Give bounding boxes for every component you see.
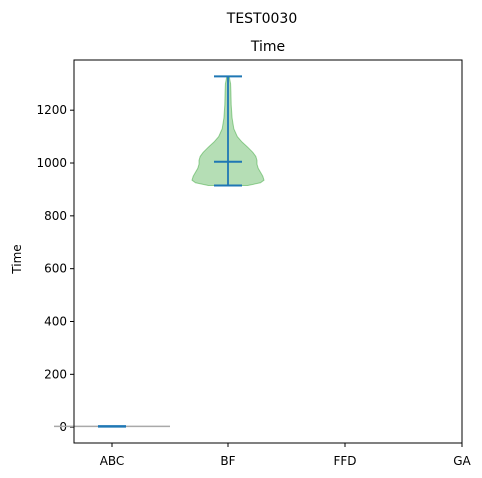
y-tick-label: 600: [44, 262, 67, 276]
chart-title: Time: [250, 39, 285, 55]
plot-frame: [73, 59, 463, 444]
x-tick-label: GA: [453, 454, 471, 468]
x-tick-label: ABC: [100, 454, 125, 468]
plot-area: 0 200 400 600 800 1000 1200 ABC BF FFD GA: [36, 75, 472, 468]
figure-suptitle: TEST0030: [226, 11, 297, 27]
y-tick-label: 400: [44, 314, 67, 328]
y-tick-label: 0: [59, 420, 67, 434]
y-axis-label: Time: [10, 244, 24, 274]
y-tick-label: 200: [44, 367, 67, 381]
y-tick-label: 1000: [36, 156, 67, 170]
y-tick-label: 800: [44, 209, 67, 223]
x-tick-label: BF: [220, 454, 235, 468]
x-tick-label: FFD: [333, 454, 356, 468]
y-tick-label: 1200: [36, 103, 67, 117]
